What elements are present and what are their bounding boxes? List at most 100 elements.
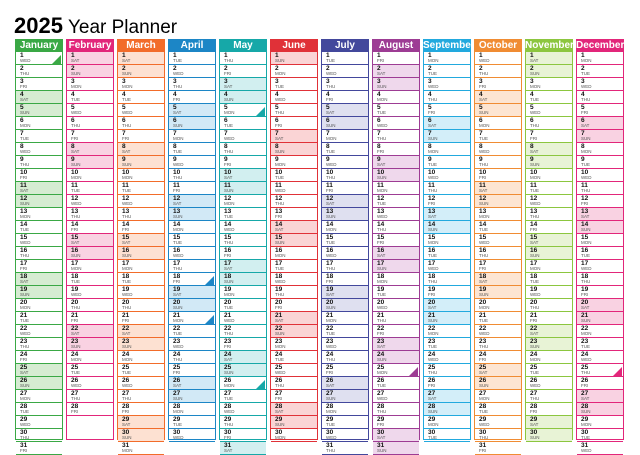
day-cell[interactable]: 29 THU bbox=[220, 416, 266, 429]
day-cell[interactable]: 27 THU bbox=[526, 390, 572, 403]
day-cell[interactable]: 14 TUE bbox=[16, 221, 62, 234]
day-cell[interactable]: 19 SAT bbox=[169, 286, 215, 299]
day-cell[interactable]: 30 TUE bbox=[424, 429, 470, 442]
day-cell[interactable]: 9 WED bbox=[169, 156, 215, 169]
day-cell[interactable]: 30 TUE bbox=[577, 429, 623, 442]
day-cell[interactable]: 22 WED bbox=[475, 325, 521, 338]
day-cell[interactable]: 3 SUN bbox=[373, 78, 419, 91]
day-cell[interactable]: 11 FRI bbox=[169, 182, 215, 195]
day-cell[interactable]: 6 MON bbox=[16, 117, 62, 130]
day-cell[interactable]: 19 FRI bbox=[424, 286, 470, 299]
day-cell[interactable]: 3 FRI bbox=[16, 78, 62, 91]
day-cell[interactable]: 22 MON bbox=[577, 325, 623, 338]
day-cell[interactable]: 8 WED bbox=[475, 143, 521, 156]
day-cell[interactable]: 16 SAT bbox=[373, 247, 419, 260]
day-cell[interactable]: 4 WED bbox=[271, 91, 317, 104]
day-cell[interactable]: 3 FRI bbox=[475, 78, 521, 91]
day-cell[interactable]: 1 SAT bbox=[67, 52, 113, 65]
day-cell[interactable]: 28 SUN bbox=[577, 403, 623, 416]
day-cell[interactable]: 20 SUN bbox=[169, 299, 215, 312]
day-cell[interactable]: 30 THU bbox=[475, 429, 521, 442]
day-cell[interactable]: 9 FRI bbox=[220, 156, 266, 169]
day-cell[interactable]: 18 THU bbox=[424, 273, 470, 286]
day-cell[interactable]: 11 MON bbox=[373, 182, 419, 195]
day-cell[interactable]: 9 SUN bbox=[118, 156, 164, 169]
day-cell[interactable]: 20 THU bbox=[67, 299, 113, 312]
day-cell[interactable]: 27 SUN bbox=[322, 390, 368, 403]
day-cell[interactable]: 18 FRI bbox=[322, 273, 368, 286]
day-cell[interactable]: 15 THU bbox=[220, 234, 266, 247]
day-cell[interactable]: 14 SUN bbox=[424, 221, 470, 234]
day-cell[interactable]: 18 THU bbox=[577, 273, 623, 286]
day-cell[interactable]: 13 THU bbox=[67, 208, 113, 221]
day-cell[interactable]: 29 FRI bbox=[373, 416, 419, 429]
day-cell[interactable]: 7 FRI bbox=[526, 130, 572, 143]
day-cell[interactable]: 6 MON bbox=[475, 117, 521, 130]
day-cell[interactable]: 10 MON bbox=[67, 169, 113, 182]
day-cell[interactable]: 20 FRI bbox=[271, 299, 317, 312]
day-cell[interactable]: 9 MON bbox=[271, 156, 317, 169]
day-cell[interactable]: 7 SUN bbox=[424, 130, 470, 143]
day-cell[interactable]: 4 SAT bbox=[475, 91, 521, 104]
day-cell[interactable]: 10 FRI bbox=[16, 169, 62, 182]
day-cell[interactable]: 4 THU bbox=[424, 91, 470, 104]
day-cell[interactable]: 15 TUE bbox=[322, 234, 368, 247]
day-cell[interactable]: 5 WED bbox=[526, 104, 572, 117]
day-cell[interactable]: 8 WED bbox=[16, 143, 62, 156]
day-cell[interactable]: 27 MON bbox=[16, 390, 62, 403]
day-cell[interactable]: 15 MON bbox=[577, 234, 623, 247]
day-cell[interactable]: 20 SAT bbox=[577, 299, 623, 312]
day-cell[interactable]: 8 SAT bbox=[67, 143, 113, 156]
day-cell[interactable]: 13 SAT bbox=[577, 208, 623, 221]
day-cell[interactable]: 26 SAT bbox=[322, 377, 368, 390]
day-cell[interactable]: 8 MON bbox=[424, 143, 470, 156]
day-cell[interactable]: 1 WED bbox=[475, 52, 521, 65]
day-cell[interactable]: 8 SAT bbox=[118, 143, 164, 156]
day-cell[interactable]: 11 SUN bbox=[220, 182, 266, 195]
day-cell[interactable]: 17 MON bbox=[67, 260, 113, 273]
day-cell[interactable]: 20 WED bbox=[373, 299, 419, 312]
day-cell[interactable]: 24 WED bbox=[577, 351, 623, 364]
day-cell[interactable]: 24 SUN bbox=[373, 351, 419, 364]
day-cell[interactable]: 14 FRI bbox=[67, 221, 113, 234]
day-cell[interactable]: 11 THU bbox=[577, 182, 623, 195]
day-cell[interactable]: 8 SUN bbox=[271, 143, 317, 156]
day-cell[interactable]: 18 WED bbox=[271, 273, 317, 286]
day-cell[interactable]: 25 MON bbox=[373, 364, 419, 377]
day-cell[interactable]: 3 MON bbox=[67, 78, 113, 91]
day-cell[interactable]: 16 THU bbox=[475, 247, 521, 260]
day-cell[interactable]: 7 SUN bbox=[577, 130, 623, 143]
day-cell[interactable]: 31 WED bbox=[577, 442, 623, 455]
day-cell[interactable]: 9 THU bbox=[475, 156, 521, 169]
day-cell[interactable]: 8 SAT bbox=[526, 143, 572, 156]
day-cell[interactable]: 22 FRI bbox=[373, 325, 419, 338]
day-cell[interactable]: 14 FRI bbox=[118, 221, 164, 234]
day-cell[interactable]: 11 TUE bbox=[67, 182, 113, 195]
day-cell[interactable]: 14 MON bbox=[322, 221, 368, 234]
day-cell[interactable]: 15 WED bbox=[475, 234, 521, 247]
day-cell[interactable]: 10 THU bbox=[169, 169, 215, 182]
day-cell[interactable]: 21 TUE bbox=[475, 312, 521, 325]
day-cell[interactable]: 24 TUE bbox=[271, 351, 317, 364]
day-cell[interactable]: 7 FRI bbox=[67, 130, 113, 143]
day-cell[interactable]: 10 SUN bbox=[373, 169, 419, 182]
day-cell[interactable]: 19 FRI bbox=[577, 286, 623, 299]
day-cell[interactable]: 28 TUE bbox=[475, 403, 521, 416]
day-cell[interactable]: 14 FRI bbox=[526, 221, 572, 234]
day-cell[interactable]: 24 WED bbox=[424, 351, 470, 364]
day-cell[interactable]: 22 SAT bbox=[67, 325, 113, 338]
day-cell[interactable]: 29 TUE bbox=[322, 416, 368, 429]
day-cell[interactable]: 8 THU bbox=[220, 143, 266, 156]
day-cell[interactable]: 5 THU bbox=[271, 104, 317, 117]
day-cell[interactable]: 22 TUE bbox=[169, 325, 215, 338]
day-cell[interactable]: 28 FRI bbox=[118, 403, 164, 416]
day-cell[interactable]: 26 SUN bbox=[16, 377, 62, 390]
day-cell[interactable]: 9 TUE bbox=[424, 156, 470, 169]
day-cell[interactable]: 31 FRI bbox=[16, 442, 62, 455]
day-cell[interactable]: 23 SUN bbox=[526, 338, 572, 351]
day-cell[interactable]: 20 THU bbox=[118, 299, 164, 312]
day-cell[interactable]: 26 SUN bbox=[475, 377, 521, 390]
day-cell[interactable]: 12 THU bbox=[271, 195, 317, 208]
day-cell[interactable]: 28 SUN bbox=[424, 403, 470, 416]
day-cell[interactable]: 4 TUE bbox=[526, 91, 572, 104]
